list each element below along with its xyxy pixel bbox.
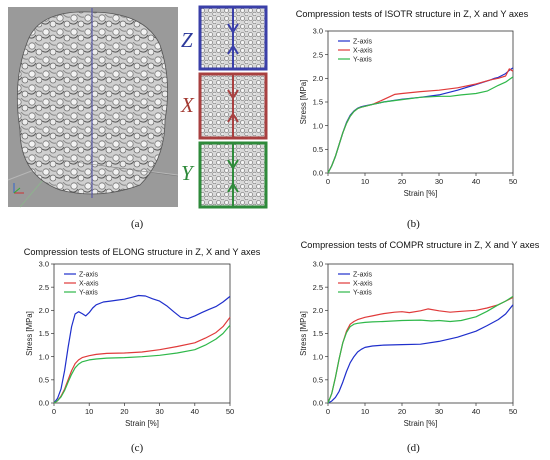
y-tick-label: 2.5: [313, 283, 323, 292]
series-line-x: [327, 296, 514, 404]
x-tick-label: 0: [326, 407, 330, 416]
y-axis-label: Stress [MPa]: [299, 80, 308, 125]
x-tick-label: 30: [435, 407, 443, 416]
legend-label-y: Y-axis: [353, 57, 372, 64]
legend-label-y: Y-axis: [353, 290, 372, 297]
x-tick-label: 10: [361, 177, 369, 186]
y-tick-label: 3.0: [39, 260, 49, 269]
tile-y: [198, 141, 268, 209]
x-tick-label: 40: [472, 407, 480, 416]
series-line-y: [327, 76, 514, 174]
x-axis-label: Strain [%]: [404, 419, 438, 428]
y-tick-label: 2.5: [313, 50, 323, 59]
legend-label-x: X-axis: [353, 281, 373, 288]
y-tick-label: 0.5: [313, 375, 323, 384]
y-tick-label: 3.0: [313, 27, 323, 36]
y-tick-label: 1.0: [313, 352, 323, 361]
y-tick-label: 1.5: [313, 329, 323, 338]
series-line-y: [53, 324, 231, 404]
y-tick-label: 0.0: [39, 399, 49, 408]
chart-title: Compression tests of ELONG structure in …: [24, 247, 261, 257]
y-tick-label: 0.0: [313, 169, 323, 178]
x-tick-label: 40: [191, 407, 199, 416]
chart-title: Compression tests of COMPR structure in …: [301, 240, 540, 250]
y-tick-label: 3.0: [313, 260, 323, 269]
y-axis-label: Stress [MPa]: [299, 311, 308, 356]
panel-label-d: (d): [407, 442, 420, 454]
x-axis-label: Strain [%]: [404, 189, 438, 198]
axis-letter-z: Z: [181, 28, 193, 52]
y-tick-label: 1.5: [39, 329, 49, 338]
y-tick-label: 1.0: [313, 121, 323, 130]
panel-label-c: (c): [131, 442, 144, 454]
series-line-z: [327, 304, 514, 404]
series-line-x: [53, 316, 231, 404]
x-tick-label: 10: [85, 407, 93, 416]
y-tick-label: 2.0: [313, 74, 323, 83]
y-tick-label: 0.5: [39, 375, 49, 384]
panel-label-b: (b): [407, 218, 420, 230]
x-tick-label: 20: [120, 407, 128, 416]
y-axis-label: Stress [MPa]: [25, 311, 34, 356]
x-tick-label: 30: [155, 407, 163, 416]
tile-x: [198, 72, 268, 140]
x-tick-label: 20: [398, 177, 406, 186]
legend-label-y: Y-axis: [79, 290, 98, 297]
panel-label-a: (a): [131, 218, 144, 230]
legend-label-x: X-axis: [353, 48, 373, 55]
series-line-y: [327, 295, 514, 404]
y-tick-label: 1.0: [39, 352, 49, 361]
series-line-z: [53, 294, 231, 404]
axis-letter-x: X: [180, 93, 195, 117]
x-tick-label: 0: [326, 177, 330, 186]
x-tick-label: 50: [509, 407, 517, 416]
axis-triad-icon: [13, 183, 24, 194]
x-tick-label: 50: [509, 177, 517, 186]
legend-label-x: X-axis: [79, 281, 99, 288]
chart-title: Compression tests of ISOTR structure in …: [296, 9, 529, 19]
x-tick-label: 20: [398, 407, 406, 416]
x-tick-label: 30: [435, 177, 443, 186]
y-tick-label: 2.0: [313, 306, 323, 315]
legend-label-z: Z-axis: [353, 272, 373, 279]
x-tick-label: 50: [226, 407, 234, 416]
x-axis-label: Strain [%]: [125, 419, 159, 428]
x-tick-label: 10: [361, 407, 369, 416]
x-tick-label: 0: [52, 407, 56, 416]
legend-label-z: Z-axis: [353, 39, 373, 46]
y-tick-label: 1.5: [313, 98, 323, 107]
y-tick-label: 2.0: [39, 306, 49, 315]
tile-z: [198, 5, 268, 71]
legend-label-z: Z-axis: [79, 272, 99, 279]
axis-letter-y: Y: [181, 161, 195, 185]
y-tick-label: 2.5: [39, 283, 49, 292]
x-tick-label: 40: [472, 177, 480, 186]
y-tick-label: 0.5: [313, 145, 323, 154]
y-tick-label: 0.0: [313, 399, 323, 408]
